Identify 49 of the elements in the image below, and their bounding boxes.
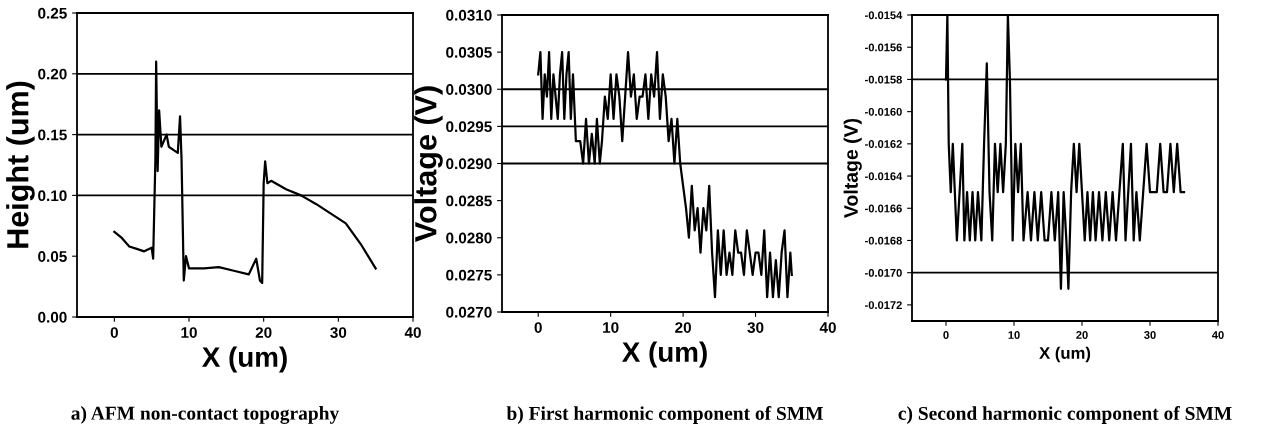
y-tick-label: -0.0172	[865, 301, 902, 310]
y-tick-label: 0.0295	[446, 121, 492, 133]
y-tick-label: -0.0158	[865, 75, 902, 84]
y-tick-label: 0.0290	[446, 158, 492, 170]
x-tick-label: 10	[603, 322, 619, 333]
y-tick-label: 0.0305	[446, 46, 492, 58]
y-tick-label: 0.0285	[446, 195, 492, 207]
y-tick-label: 0.0270	[446, 306, 492, 318]
y-tick-label: 0.25	[38, 7, 67, 19]
y-tick-label: 0.0310	[446, 9, 492, 21]
y-tick-label: -0.0162	[865, 140, 902, 148]
text: a) AFM non-contact topography	[71, 406, 340, 424]
text: c) Second harmonic component of SMM	[898, 406, 1232, 424]
x-tick-label: 10	[181, 327, 197, 338]
y-tick-label: -0.0164	[865, 172, 903, 181]
y-tick-label: -0.0166	[865, 204, 902, 213]
y-tick-label: -0.0170	[865, 268, 902, 277]
y-tick-label: 0.10	[38, 190, 67, 202]
x-tick-label: 0	[534, 322, 542, 333]
y-tick-label: 0.00	[38, 311, 67, 323]
y-tick-label: 0.20	[38, 68, 67, 80]
y-tick-label: 0.0275	[446, 269, 492, 281]
x-tick-label: 30	[330, 327, 347, 338]
y-tick-label: -0.0160	[865, 107, 902, 116]
y-tick-label: 0.15	[38, 129, 67, 141]
y-tick-label: -0.0168	[865, 236, 902, 245]
x-axis-title: X (um)	[1039, 346, 1091, 363]
x-tick-label: 20	[1076, 331, 1088, 339]
y-tick-label: -0.0156	[865, 43, 902, 52]
x-tick-label: 0	[943, 331, 949, 339]
y-axis-title: Height (um)	[6, 81, 35, 248]
y-axis-title: Voltage (V)	[414, 86, 443, 242]
x-axis-title: X (um)	[622, 341, 707, 368]
x-tick-label: 40	[404, 327, 421, 338]
x-tick-label: 40	[1211, 331, 1224, 339]
text: b) First harmonic component of SMM	[506, 406, 823, 424]
y-tick-label: 0.05	[38, 251, 67, 262]
x-tick-label: 40	[819, 322, 836, 333]
y-axis-title: Voltage (V)	[843, 118, 862, 218]
y-tick-label: -0.0154	[865, 11, 903, 20]
y-tick-label: 0.0300	[446, 84, 492, 95]
x-tick-label: 20	[675, 322, 691, 333]
x-tick-label: 0	[110, 327, 118, 338]
x-tick-label: 30	[1144, 331, 1156, 339]
x-tick-label: 20	[255, 327, 272, 338]
y-tick-label: 0.0280	[446, 232, 492, 244]
x-tick-label: 10	[1008, 331, 1020, 339]
x-tick-label: 30	[747, 322, 764, 333]
x-axis-title: X (um)	[202, 346, 287, 373]
